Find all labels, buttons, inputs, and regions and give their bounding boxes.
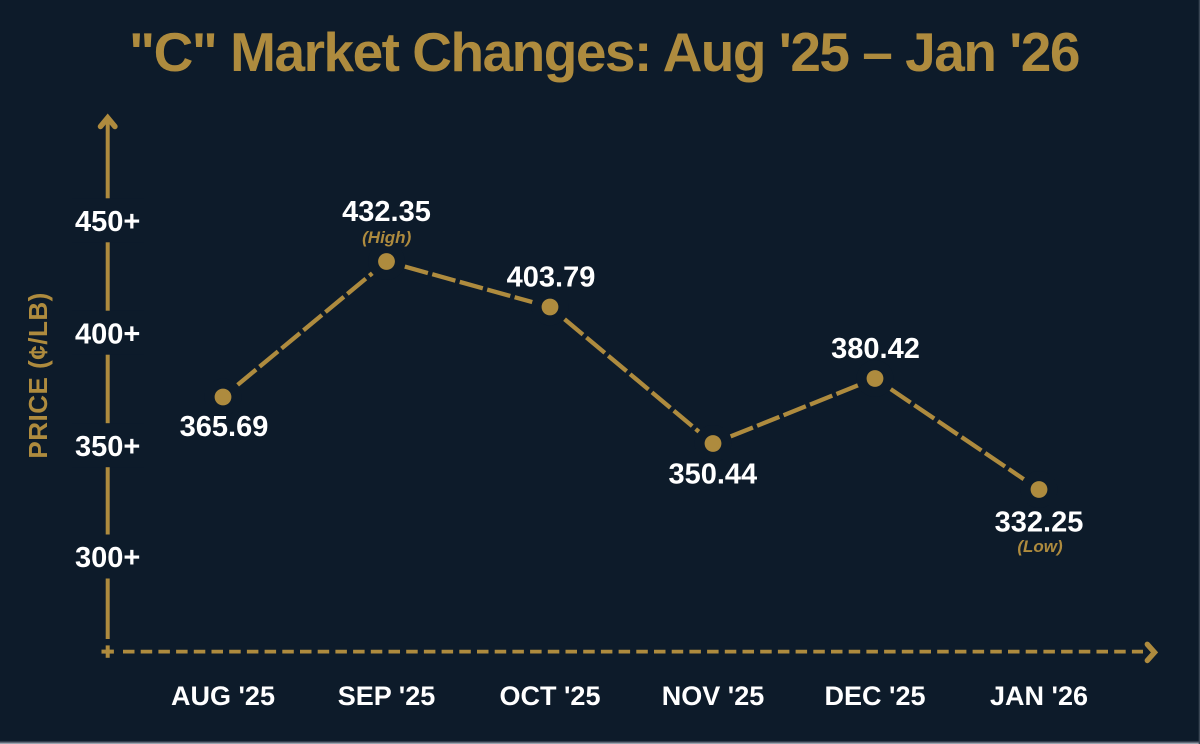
svg-text:DEC '25: DEC '25 [825,681,926,711]
svg-text:432.35: 432.35 [342,196,431,228]
svg-text:350+: 350+ [75,431,140,463]
svg-text:AUG '25: AUG '25 [171,681,275,711]
svg-text:403.79: 403.79 [507,262,596,294]
svg-text:300+: 300+ [75,542,140,574]
svg-text:400+: 400+ [75,319,140,351]
svg-text:JAN '26: JAN '26 [990,681,1088,711]
svg-text:450+: 450+ [75,206,140,238]
svg-text:SEP '25: SEP '25 [338,681,436,711]
svg-text:332.25: 332.25 [995,507,1084,539]
svg-text:350.44: 350.44 [668,459,757,491]
svg-text:365.69: 365.69 [180,411,269,443]
svg-text:380.42: 380.42 [831,333,920,365]
svg-text:(High): (High) [362,228,411,247]
svg-text:(Low): (Low) [1017,537,1063,556]
svg-text:NOV '25: NOV '25 [662,681,764,711]
svg-text:OCT '25: OCT '25 [500,681,601,711]
svg-text:"C" Market Changes: Aug '25 –: "C" Market Changes: Aug '25 – Jan '26 [129,21,1079,83]
svg-text:PRICE (¢/LB): PRICE (¢/LB) [23,292,53,458]
